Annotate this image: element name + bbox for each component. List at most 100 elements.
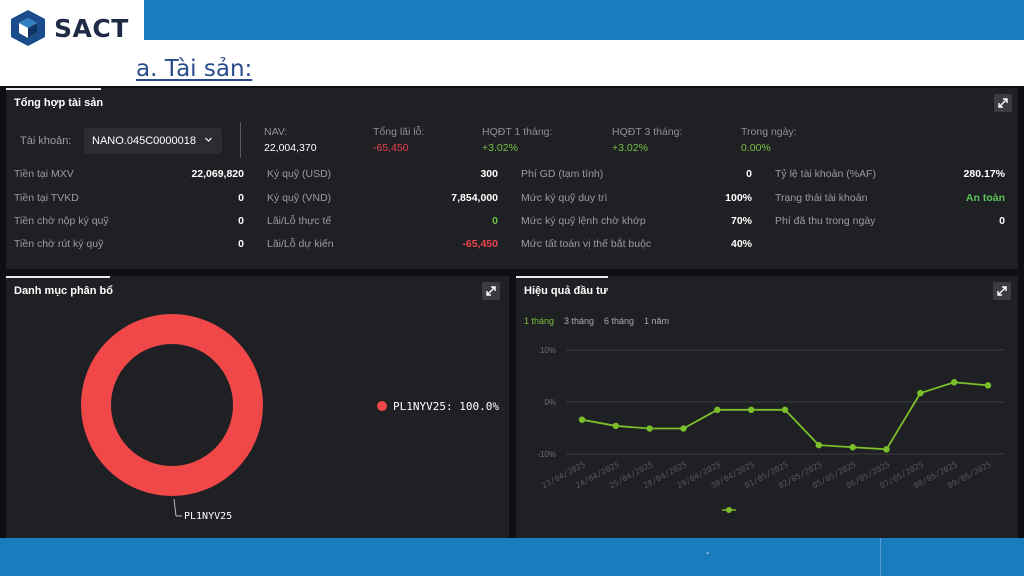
donut-slice[interactable] [81, 314, 263, 496]
summary-value: An toàn [965, 192, 1005, 204]
data-point[interactable] [849, 444, 856, 451]
kpi-value: +3.02% [482, 142, 518, 154]
summary-value: 300 [480, 168, 498, 180]
account-label: Tài khoản: [20, 135, 72, 147]
y-tick-label: 0% [544, 398, 556, 407]
summary-label: Ký quỹ (VND) [267, 192, 332, 204]
expand-icon [998, 98, 1008, 108]
kpi-label: Tổng lãi lỗ: [373, 126, 425, 138]
performance-panel: Hiệu quả đầu tư 1 tháng 3 tháng 6 tháng … [516, 276, 1018, 538]
kpi-label: HQĐT 1 tháng: [482, 126, 553, 138]
header-bar [0, 0, 1024, 40]
kpi-value: -65,450 [373, 142, 409, 154]
data-point[interactable] [578, 416, 586, 423]
summary-label: Trạng thái tài khoản [775, 192, 868, 204]
section-title: a. Tài sản: [136, 56, 253, 82]
panel-title: Hiệu quả đầu tư [524, 285, 608, 297]
expand-icon [486, 286, 496, 296]
kpi-item: NAV: 22,004,370 [264, 126, 317, 154]
tab-6-months[interactable]: 6 tháng [604, 316, 635, 326]
summary-value: 22,069,820 [191, 168, 244, 180]
footer-divider [880, 538, 881, 576]
summary-label: Mức ký quỹ duy trì [521, 192, 608, 204]
panel-title: Danh mục phân bổ [14, 285, 113, 297]
summary-label: Tiền tại MXV [14, 168, 74, 180]
data-point[interactable] [747, 406, 755, 413]
panel-title: Tổng hợp tài sản [14, 97, 104, 109]
summary-label: Ký quỹ (USD) [267, 168, 332, 180]
data-point[interactable] [612, 422, 620, 430]
kpi-item: Tổng lãi lỗ: -65,450 [373, 126, 424, 154]
panel-title-underline [6, 88, 101, 90]
expand-icon [997, 286, 1007, 296]
kpi-value: +3.02% [612, 142, 648, 154]
kpi-item: HQĐT 3 tháng: +3.02% [612, 126, 682, 154]
legend-marker[interactable] [726, 507, 732, 513]
tab-1-year[interactable]: 1 năm [644, 316, 670, 326]
summary-label: Mức tất toán vị thế bắt buộc [521, 238, 652, 250]
summary-value: 100% [725, 192, 752, 204]
summary-value: 0 [238, 238, 244, 250]
summary-label: Lãi/Lỗ dự kiến [267, 238, 334, 250]
account-value: NANO.045C0000018 [92, 135, 196, 147]
summary-value: 0 [238, 215, 244, 227]
expand-button[interactable] [993, 282, 1011, 300]
tab-1-month[interactable]: 1 tháng [524, 316, 555, 326]
data-point[interactable] [917, 389, 924, 397]
summary-value: 40% [730, 238, 752, 250]
data-point[interactable] [984, 382, 992, 389]
y-tick-label: -10% [537, 450, 556, 459]
series-line [581, 381, 989, 451]
asset-summary-panel: Tổng hợp tài sản Tài khoản: NANO.045C000… [6, 88, 1018, 269]
kpi-label: NAV: [264, 126, 288, 138]
summary-label: Lãi/Lỗ thực tế [267, 215, 332, 227]
summary-value: 280.17% [963, 168, 1005, 180]
kpi-label: Trong ngày: [741, 126, 797, 138]
summary-label: Phí đã thu trong ngày [775, 215, 876, 227]
data-point[interactable] [680, 425, 687, 432]
logo: SACT [0, 0, 144, 56]
summary-value: 0 [492, 215, 498, 227]
page-number: - [706, 548, 710, 559]
summary-value: 70% [730, 215, 752, 227]
kpi-value: 22,004,370 [264, 142, 317, 154]
summary-value: -65,450 [462, 238, 498, 250]
data-point[interactable] [781, 406, 789, 413]
allocation-donut-chart [81, 314, 387, 517]
legend-label[interactable]: PL1NYV25: 100.0% [393, 400, 499, 413]
dashboard: Tổng hợp tài sản Tài khoản: NANO.045C000… [0, 86, 1024, 538]
summary-value: 0 [746, 168, 752, 180]
data-point[interactable] [950, 379, 958, 386]
kpi-item: Trong ngày: 0.00% [741, 126, 797, 154]
data-point[interactable] [714, 406, 721, 413]
panel-title-underline [516, 276, 608, 278]
expand-button[interactable] [482, 282, 500, 300]
summary-label: Tỷ lệ tài khoản (%AF) [775, 168, 876, 180]
data-point[interactable] [883, 446, 890, 453]
footer-bar [0, 538, 1024, 576]
tab-3-months[interactable]: 3 tháng [564, 316, 595, 326]
kpi-item: HQĐT 1 tháng: +3.02% [482, 126, 552, 154]
summary-value: 0 [999, 215, 1005, 227]
summary-label: Tiền chờ nộp ký quỹ [14, 215, 109, 227]
kpi-value: 0.00% [741, 142, 771, 154]
allocation-panel: Danh mục phân bổ PL1NYV25: 100.0% PL1NYV… [6, 276, 509, 538]
panel-title-underline [6, 276, 110, 278]
summary-label: Tiền tại TVKD [14, 192, 79, 204]
summary-value: 0 [238, 192, 244, 204]
slice-leader-line [173, 498, 177, 517]
expand-button[interactable] [994, 94, 1012, 112]
sact-logo-icon [11, 10, 45, 46]
kpi-label: HQĐT 3 tháng: [612, 126, 683, 138]
account-select[interactable]: NANO.045C0000018 [84, 128, 222, 154]
chevron-down-icon [205, 137, 212, 142]
summary-label: Tiền chờ rút ký quỹ [14, 238, 104, 250]
performance-line-chart: 10%0%-10%23/04/202524/04/202525/04/20252… [537, 346, 1004, 513]
data-point[interactable] [646, 425, 653, 432]
divider [240, 122, 241, 158]
y-tick-label: 10% [540, 346, 556, 355]
summary-value: 7,854,000 [451, 192, 498, 204]
data-point[interactable] [815, 441, 823, 449]
legend-marker [377, 401, 387, 411]
